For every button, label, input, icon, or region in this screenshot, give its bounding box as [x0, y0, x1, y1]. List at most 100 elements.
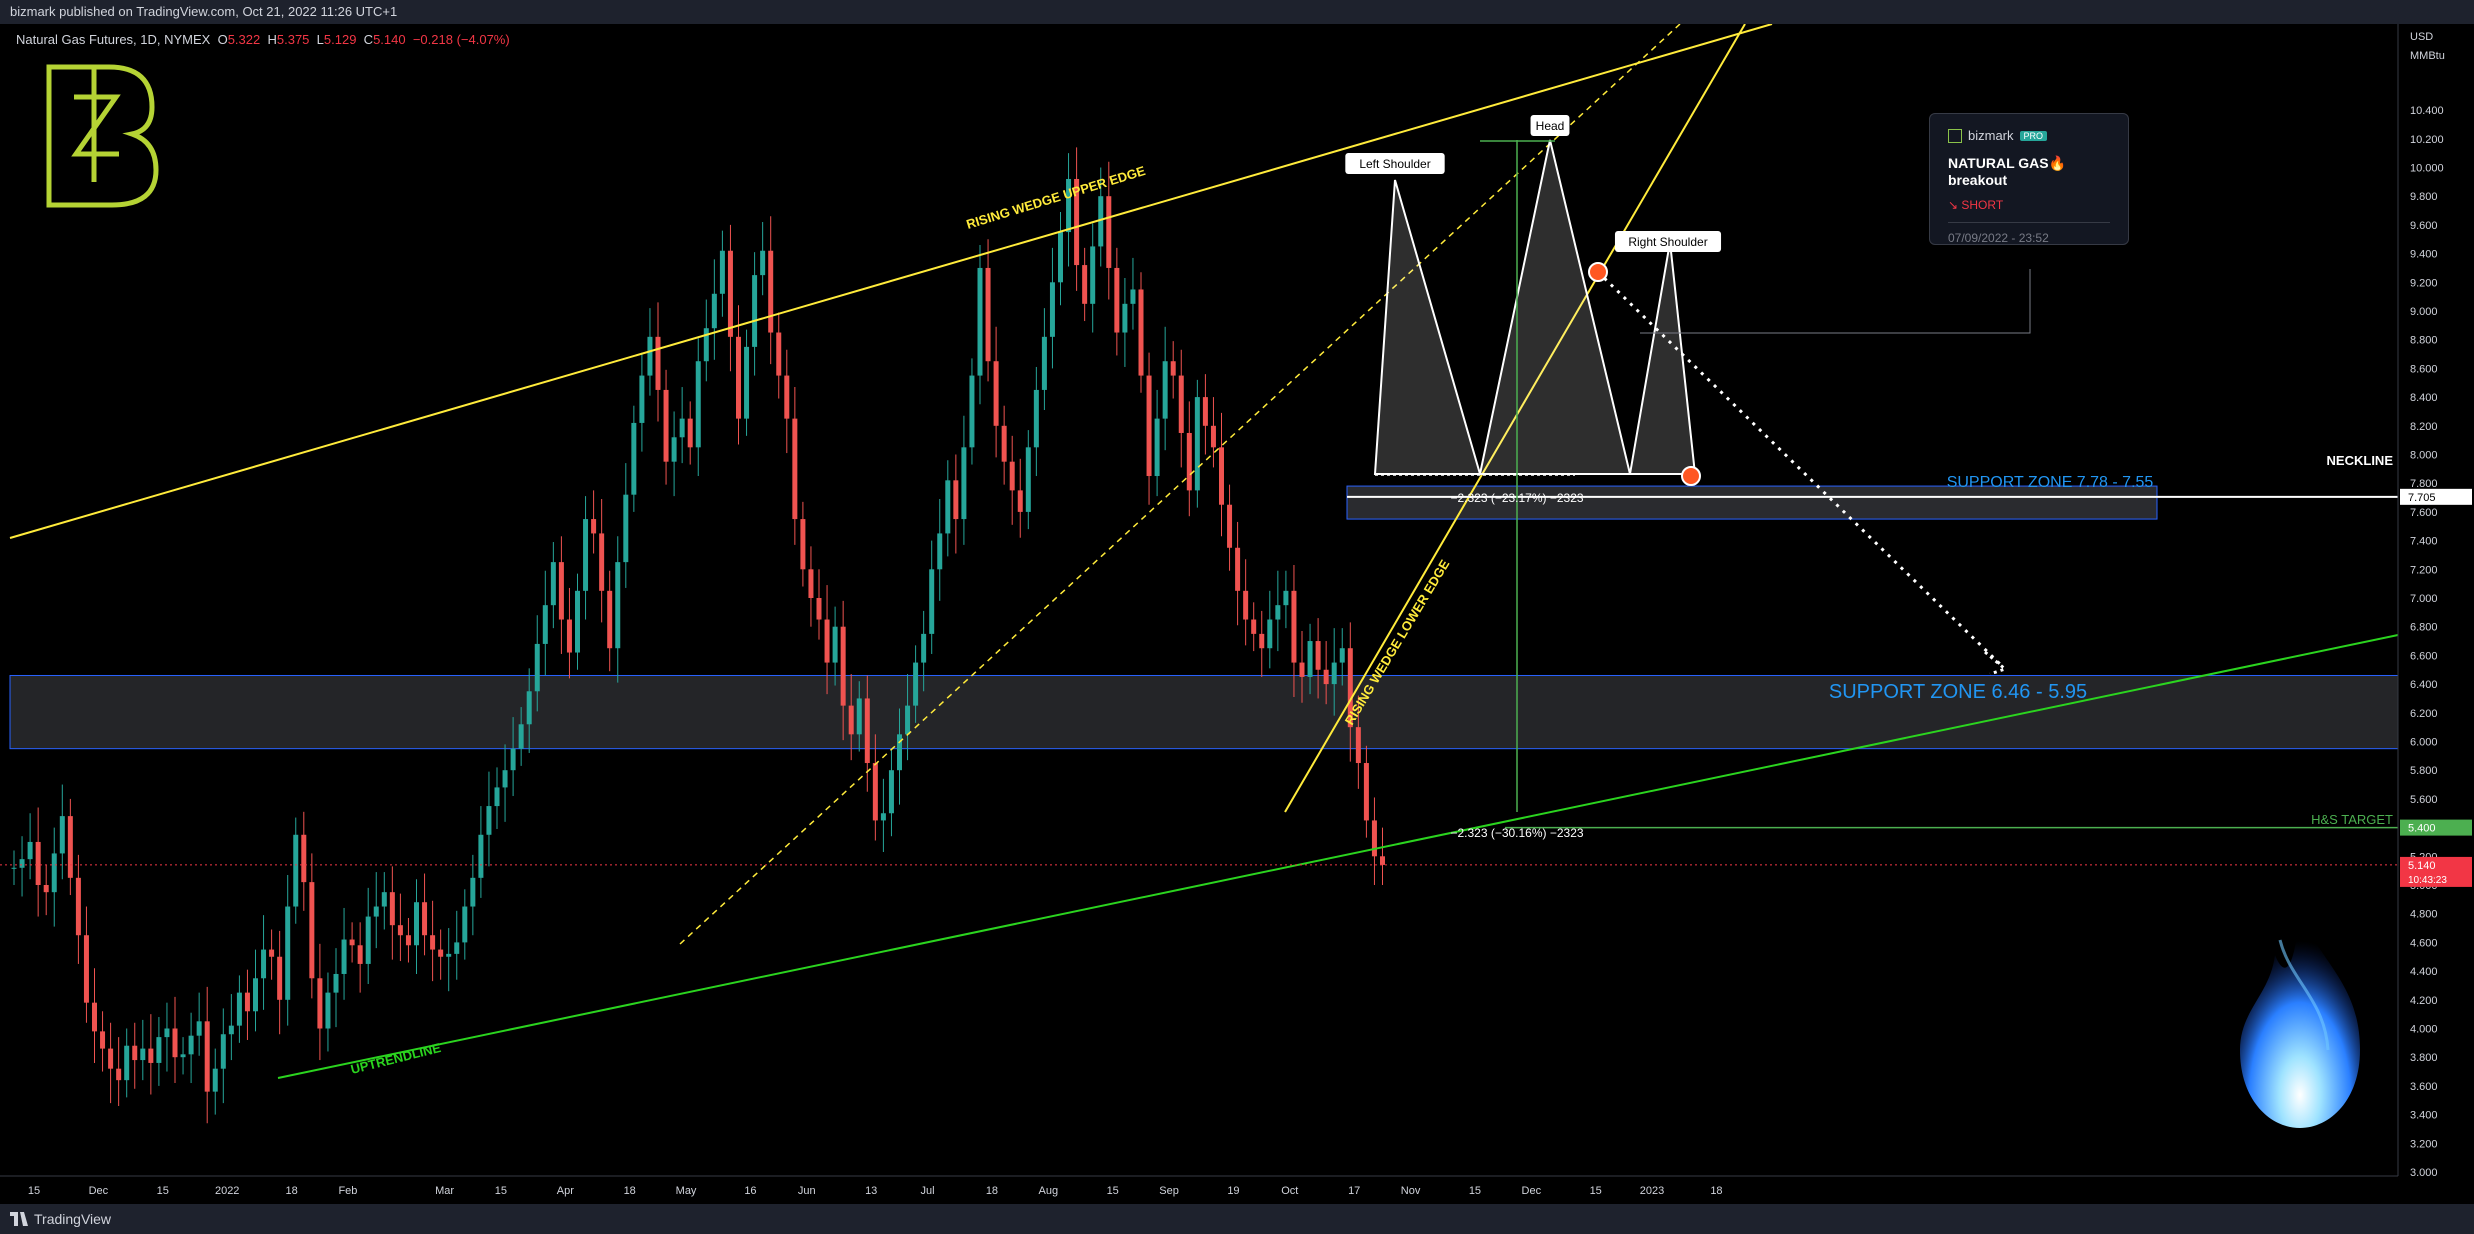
candle-body [1243, 590, 1249, 620]
candle-body [357, 945, 363, 964]
candle [913, 645, 919, 723]
candle-body [913, 662, 919, 706]
candle [1315, 618, 1321, 699]
tradingview-footer: TradingView [0, 1204, 2474, 1234]
candle [446, 928, 452, 992]
x-tick-label: Jul [921, 1185, 935, 1197]
candle [985, 239, 991, 382]
annotation-text: SUPPORT ZONE 7.78 - 7.55 [1947, 474, 2154, 491]
candle-body [615, 562, 621, 649]
candle-body [575, 590, 580, 653]
candle-body [711, 293, 717, 329]
candle-body [1114, 267, 1120, 333]
candle [1194, 379, 1200, 508]
candle [1202, 374, 1208, 455]
candle [518, 707, 524, 766]
card-divider [1948, 222, 2110, 223]
y-tick-label: 3.200 [2410, 1138, 2438, 1150]
annotation-label: H&S TARGET [2311, 812, 2393, 827]
candle [824, 585, 830, 695]
candle [67, 798, 73, 896]
candle [1299, 631, 1305, 703]
price-tag-bg [2400, 819, 2472, 836]
candle-body [188, 1035, 194, 1055]
candle-body [695, 361, 701, 448]
candle [1074, 147, 1080, 291]
candle [1227, 484, 1233, 571]
y-tick-label: 7.600 [2410, 507, 2438, 519]
candle-body [293, 834, 299, 907]
y-tick-label: 4.600 [2410, 937, 2438, 949]
candle [381, 872, 387, 930]
candle [196, 992, 202, 1056]
wedge-lower-line [1284, 24, 1746, 813]
candle-body [1049, 282, 1055, 337]
candle [623, 463, 629, 588]
candle-body [1146, 375, 1152, 477]
candle-body [1235, 547, 1241, 591]
idea-author[interactable]: bizmark PRO [1948, 128, 2110, 143]
candle [671, 411, 677, 497]
candle [591, 490, 597, 554]
candle [51, 827, 57, 927]
candle-body [921, 633, 927, 663]
candle-body [67, 816, 73, 878]
candle-body [792, 418, 798, 520]
candle [1251, 602, 1257, 652]
candle-body [277, 956, 283, 1000]
candle-body [83, 935, 89, 1003]
close-label: C [363, 32, 374, 47]
x-tick-label: 15 [1590, 1185, 1602, 1197]
x-tick-label: 15 [495, 1185, 507, 1197]
candle [880, 778, 886, 852]
candle-body [116, 1068, 122, 1081]
y-tick-label: 10.200 [2410, 134, 2444, 146]
candle-body [1291, 590, 1297, 663]
candle-body [1219, 447, 1224, 505]
y-tick-label: 9.800 [2410, 191, 2438, 203]
candle [1267, 590, 1273, 669]
idea-card[interactable]: bizmark PRO NATURAL GAS🔥 breakout ↘ SHOR… [1929, 113, 2129, 245]
annotation-text: Left Shoulder [1359, 157, 1430, 171]
candle [180, 1037, 186, 1075]
y-tick-label: 7.000 [2410, 593, 2438, 605]
candle [100, 1011, 106, 1072]
candle-body [744, 346, 750, 419]
candle [1243, 559, 1249, 646]
candle [1130, 257, 1136, 330]
x-tick-label: 15 [157, 1185, 169, 1197]
y-tick-label: 3.400 [2410, 1110, 2438, 1122]
card-connector [1640, 269, 2031, 334]
candle-body [180, 1054, 186, 1058]
candle-body [897, 734, 902, 771]
y-tick-label: 4.800 [2410, 909, 2438, 921]
candle [1058, 211, 1063, 306]
candle-body [1098, 196, 1104, 247]
candle-body [929, 569, 935, 634]
candle [1363, 745, 1369, 838]
x-tick-label: Oct [1281, 1185, 1298, 1197]
candle [59, 784, 65, 880]
candle-body [1009, 461, 1015, 491]
annotation-label: SUPPORT ZONE 6.46 - 5.95 [1829, 681, 2087, 703]
candle-body [212, 1068, 218, 1092]
candle [1355, 695, 1361, 789]
candle-body [534, 643, 540, 692]
price-tag-bg [2400, 856, 2472, 887]
price-tag: 5.400 [2408, 823, 2436, 835]
candle-body [1259, 633, 1265, 649]
candle [1210, 397, 1216, 468]
candle-body [43, 885, 49, 893]
candle-body [285, 906, 291, 1000]
candle [470, 854, 476, 936]
candle-body [75, 877, 81, 936]
candle-body [1074, 178, 1080, 266]
candle [35, 807, 41, 917]
y-tick-label: 8.200 [2410, 421, 2438, 433]
candle-body [905, 705, 911, 735]
candle-body [1347, 648, 1353, 728]
candle-body [550, 562, 556, 606]
candle [438, 929, 444, 980]
candle-body [719, 250, 725, 294]
idea-title[interactable]: NATURAL GAS🔥 breakout [1948, 155, 2067, 188]
